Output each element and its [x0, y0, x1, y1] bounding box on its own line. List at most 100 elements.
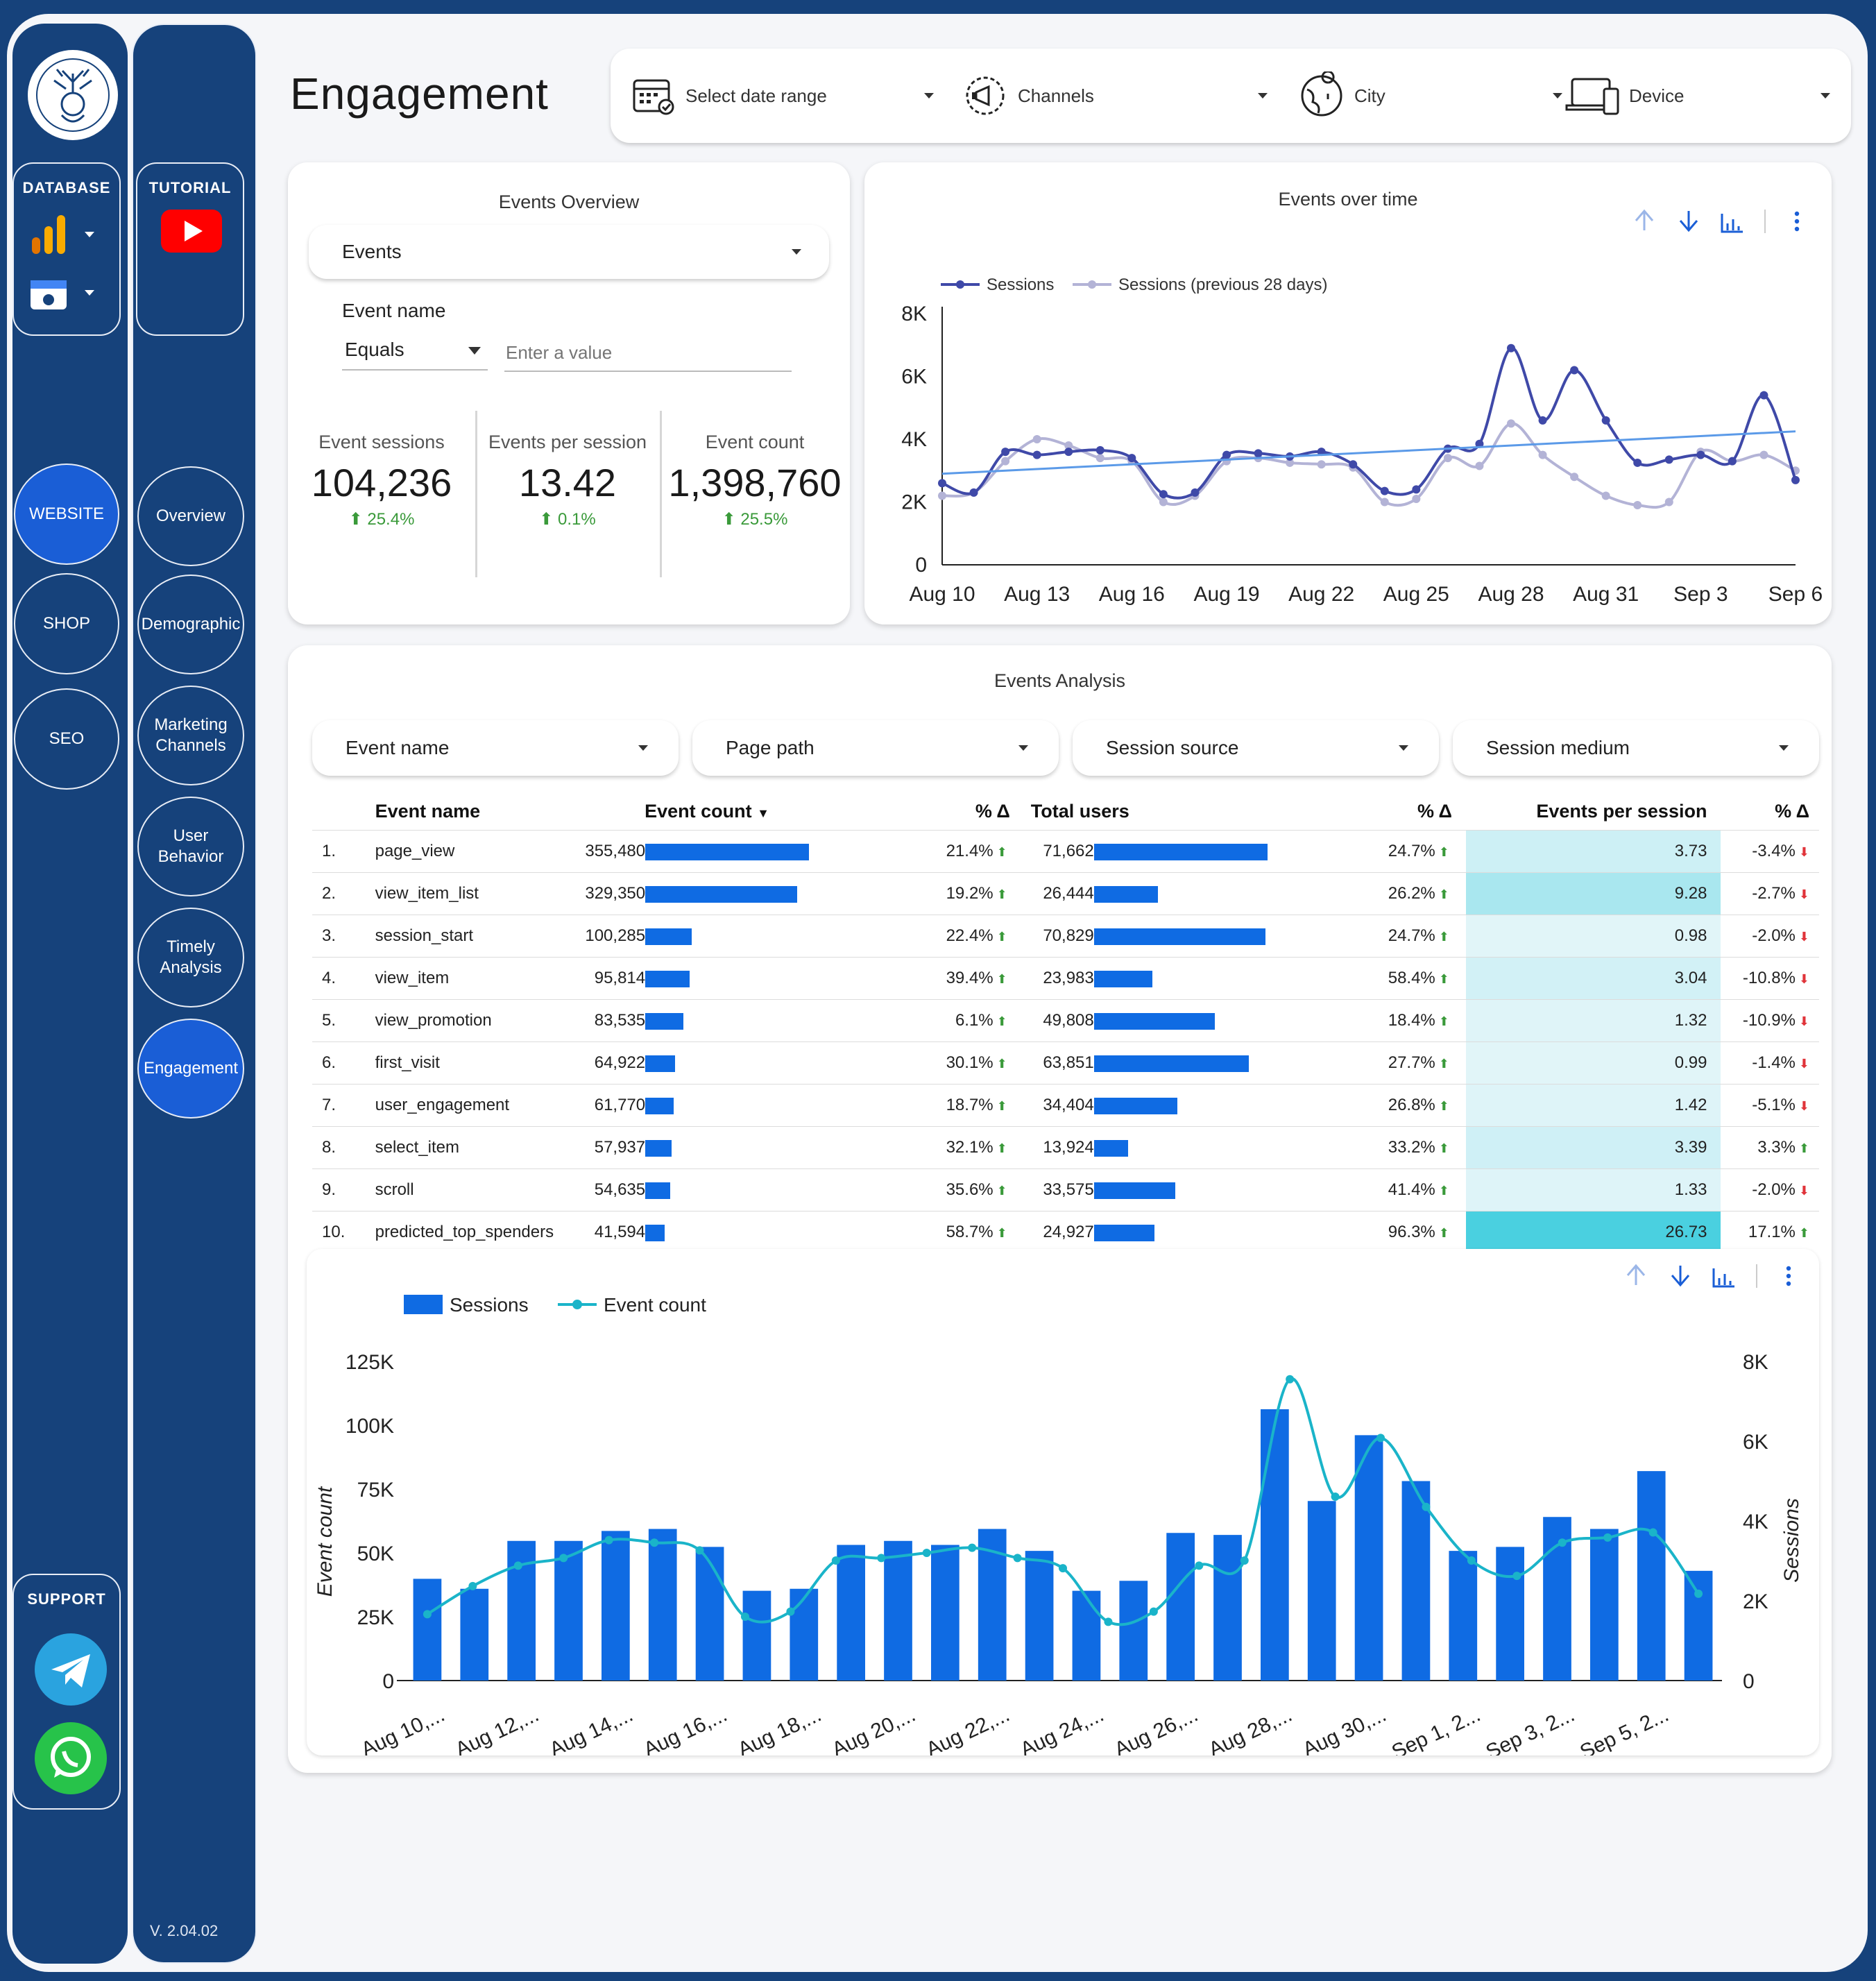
row-number: 4. [312, 957, 375, 1000]
sessions-bar [1401, 1481, 1431, 1681]
event-count-point [1558, 1538, 1567, 1547]
city-filter[interactable]: City [1297, 69, 1575, 122]
col-event-name[interactable]: Event name [375, 800, 481, 822]
previous-sessions-point [1064, 441, 1073, 450]
table-row[interactable]: 5. view_promotion 83,535 6.1% ⬆ 49,808 18.4% … [312, 999, 1819, 1042]
table-header: Event name Event count ▼ % Δ Total users % Δ… [312, 792, 1819, 831]
nav-overview[interactable]: Overview [137, 466, 244, 566]
nav-seo[interactable]: SEO [14, 688, 119, 790]
brand-logo[interactable] [28, 50, 118, 140]
events-per-session-cell: 3.04 [1465, 957, 1721, 1000]
col-events-per-session[interactable]: Events per session [1536, 800, 1707, 822]
table-row[interactable]: 9. scroll 54,635 35.6% ⬆ 33,575 41.4% ⬆ 1.33 -2… [312, 1168, 1819, 1211]
sessions-bar [1307, 1501, 1336, 1681]
col-event-count[interactable]: Event count ▼ [645, 800, 769, 822]
col-event-count-change[interactable]: % Δ [975, 800, 1010, 822]
event-value-input[interactable] [504, 334, 792, 372]
event-count-point [877, 1554, 886, 1563]
channels-filter[interactable]: Channels [961, 69, 1268, 122]
calendar-icon [633, 79, 674, 115]
table-row[interactable]: 4. view_item 95,814 39.4% ⬆ 23,983 58.4% ⬆ 3.0… [312, 957, 1819, 1000]
more-options-icon [1794, 211, 1800, 216]
table-row[interactable]: 2. view_item_list 329,350 19.2% ⬆ 26,444 26.2… [312, 872, 1819, 915]
arrow-up-icon: ⬆ [993, 1099, 1007, 1113]
nav-shop[interactable]: SHOP [14, 573, 119, 674]
analysis-event-name-select[interactable]: Event name [312, 720, 679, 776]
table-row[interactable]: 10. predicted_top_spenders 41,594 58.7% ⬆ 24… [312, 1211, 1819, 1253]
col-total-users-change[interactable]: % Δ [1417, 800, 1452, 822]
event-count-bar [645, 1182, 671, 1199]
trend-line [941, 430, 1796, 475]
table-row[interactable]: 6. first_visit 64,922 30.1% ⬆ 63,851 27.7% ⬆ 0… [312, 1041, 1819, 1085]
metric-select[interactable]: Events [309, 225, 829, 279]
analytics-icon[interactable] [29, 214, 99, 255]
whatsapp-icon[interactable] [35, 1722, 107, 1794]
event-name-cell: user_engagement [374, 1084, 555, 1127]
row-number: 7. [312, 1084, 375, 1127]
table-row[interactable]: 8. select_item 57,937 32.1% ⬆ 13,924 33.2% ⬆ 3… [312, 1126, 1819, 1169]
previous-sessions-point [1633, 501, 1642, 510]
sessions-point [1159, 490, 1168, 499]
events-over-time-card: Events over time Sessions Sessions (previ… [864, 162, 1832, 624]
nav-timely-analysis[interactable]: Timely Analysis [137, 908, 244, 1007]
nav-demographic[interactable]: Demographic [137, 575, 244, 674]
arrow-up-icon: ⬆ [1435, 1226, 1449, 1240]
event-count-point [1467, 1556, 1476, 1565]
arrow-up-icon: ⬆ [539, 510, 558, 529]
table-row[interactable]: 1. page_view 355,480 21.4% ⬆ 71,662 24.7% ⬆ 3.… [312, 830, 1819, 873]
y-right-tick-label: 6K [1743, 1431, 1768, 1454]
arrow-up-icon: ⬆ [993, 972, 1007, 986]
sessions-line [941, 346, 1797, 500]
event-count-point [468, 1581, 477, 1590]
event-count-change: 32.1% ⬆ [899, 1126, 1024, 1169]
operator-select[interactable]: Equals [342, 334, 488, 371]
previous-sessions-point [1412, 494, 1421, 503]
nav-website[interactable]: WEBSITE [14, 464, 119, 565]
events-per-session-cell: 3.39 [1465, 1126, 1721, 1169]
total-users-bar [1093, 1224, 1154, 1241]
event-count-change: 6.1% ⬆ [899, 999, 1024, 1042]
total-users-change: 24.7% ⬆ [1341, 830, 1466, 873]
sessions-point [1696, 450, 1705, 459]
previous-sessions-line [941, 422, 1796, 509]
x-tick-label: Aug 28 [1478, 583, 1544, 606]
database-icon[interactable] [29, 275, 99, 314]
table-row[interactable]: 7. user_engagement 61,770 18.7% ⬆ 34,404 26.8… [312, 1084, 1819, 1127]
more-options-icon [1794, 219, 1800, 224]
nav-marketing-channels[interactable]: Marketing Channels [137, 686, 244, 785]
nav-engagement[interactable]: Engagement [137, 1019, 244, 1119]
y-tick-label: 0 [915, 554, 927, 577]
analysis-session-source-select[interactable]: Session source [1073, 720, 1439, 776]
sessions-point [1759, 391, 1768, 400]
event-count-change: 35.6% ⬆ [899, 1168, 1024, 1211]
sessions-bar [1354, 1435, 1383, 1681]
col-eps-change[interactable]: % Δ [1775, 800, 1809, 822]
telegram-icon[interactable] [35, 1633, 107, 1706]
events-analysis-title: Events Analysis [994, 670, 1126, 691]
x-tick-label: Aug 24,... [1017, 1703, 1107, 1755]
operator-label: Equals [345, 339, 404, 360]
chevron-down-icon [924, 93, 934, 99]
chevron-down-icon [1018, 745, 1028, 751]
analysis-session-medium-select[interactable]: Session medium [1453, 720, 1819, 776]
col-total-users[interactable]: Total users [1030, 800, 1129, 822]
eps-change: -5.1% ⬇ [1721, 1084, 1819, 1127]
date-range-filter[interactable]: Select date range [631, 69, 937, 122]
arrow-up-icon: ⬆ [993, 887, 1007, 901]
chevron-down-icon [1258, 93, 1268, 99]
sessions-bar [602, 1531, 630, 1681]
event-count-bar [645, 970, 690, 987]
sessions-bar [837, 1545, 865, 1681]
analysis-page-path-select[interactable]: Page path [692, 720, 1059, 776]
youtube-icon[interactable] [161, 210, 222, 253]
sort-down-icon: ▼ [757, 806, 769, 820]
nav-user-behavior[interactable]: User Behavior [137, 797, 244, 896]
table-row[interactable]: 3. session_start 100,285 22.4% ⬆ 70,829 24.7%… [312, 915, 1819, 958]
arrow-down-icon [1671, 1266, 1690, 1287]
x-tick-label: Aug 16,... [640, 1703, 731, 1755]
sessions-point [1064, 448, 1073, 457]
x-tick-label: Aug 25 [1383, 583, 1449, 606]
x-tick-label: Sep 1, 2... [1388, 1703, 1484, 1755]
device-filter[interactable]: Device [1565, 69, 1843, 122]
x-tick-label: Sep 6 [1768, 583, 1823, 606]
